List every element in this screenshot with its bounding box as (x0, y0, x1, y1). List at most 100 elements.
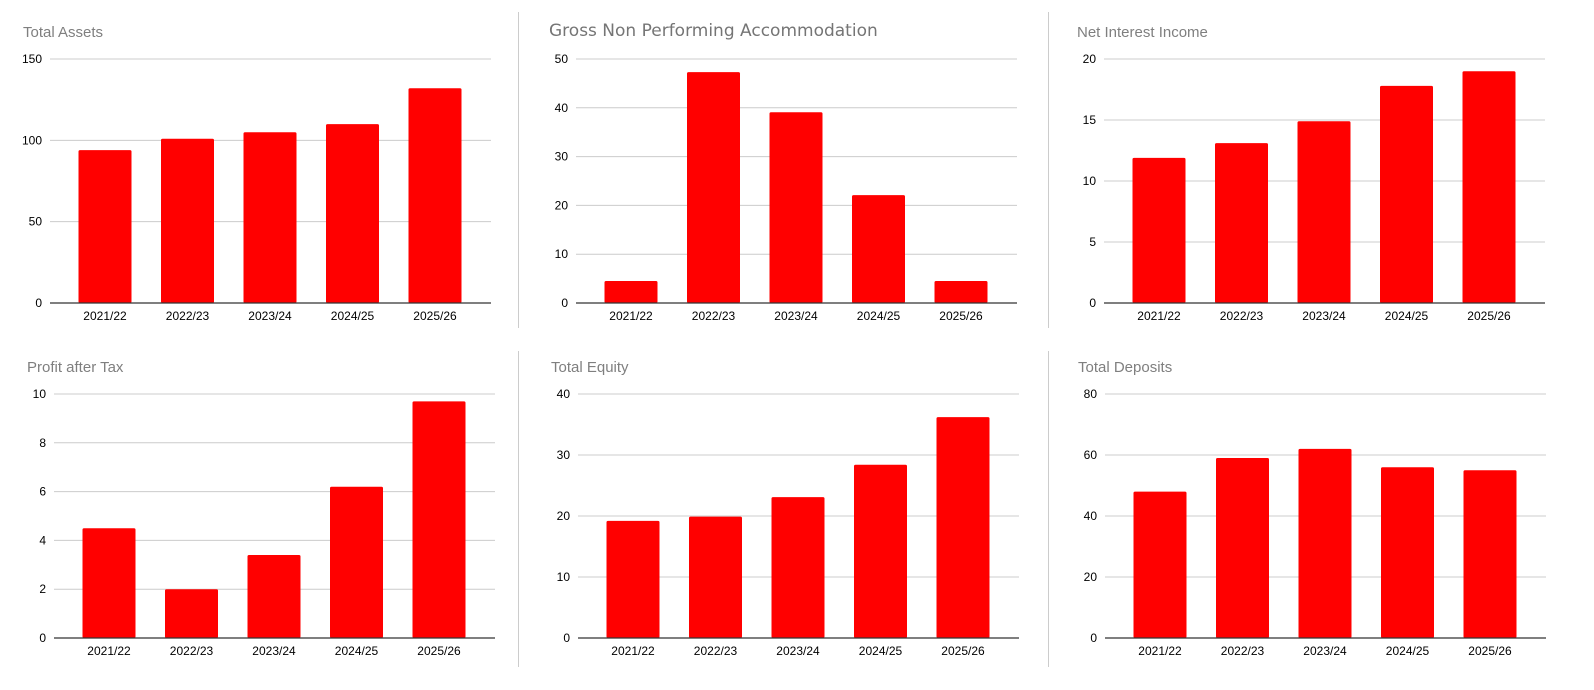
x-tick-label: 2024/25 (1386, 644, 1430, 658)
bar (854, 464, 907, 638)
x-tick-label: 2021/22 (611, 644, 655, 658)
bar (243, 132, 297, 303)
x-tick-label: 2022/23 (1221, 644, 1265, 658)
x-tick-label: 2022/23 (1220, 309, 1264, 323)
y-tick-label: 6 (39, 485, 46, 499)
y-tick-label: 20 (1084, 570, 1098, 584)
bar (1380, 85, 1433, 303)
bar (769, 112, 823, 303)
y-tick-label: 50 (555, 52, 569, 66)
bar (1381, 467, 1434, 638)
column-divider (1048, 351, 1049, 667)
chart-title: Total Equity (551, 359, 629, 376)
bar (1462, 71, 1516, 303)
chart-panel-total-equity: Total Equity 0 10 20 30 40 2021/22 2022/23 2023… (541, 347, 1061, 677)
y-tick-label: 2 (39, 582, 46, 596)
x-tick-label: 2023/24 (248, 309, 292, 323)
y-tick-label: 100 (22, 133, 42, 147)
x-tick-label: 2024/25 (335, 644, 379, 658)
bar (247, 555, 301, 638)
x-tick-label: 2025/26 (941, 644, 985, 658)
y-tick-label: 60 (1084, 448, 1098, 462)
bar (330, 486, 383, 638)
bar (687, 72, 740, 303)
y-tick-label: 80 (1084, 387, 1098, 401)
x-tick-label: 2023/24 (1302, 309, 1346, 323)
bar (165, 589, 218, 638)
y-tick-label: 0 (39, 631, 46, 645)
chart-plot: 0 10 20 30 40 50 2021/22 2022/23 2023/24 2024/25 2… (555, 52, 1017, 323)
x-tick-label: 2025/26 (413, 309, 457, 323)
bar (412, 401, 466, 638)
column-divider (518, 12, 519, 328)
bar (1297, 121, 1351, 303)
y-tick-label: 0 (35, 296, 42, 310)
bar (936, 417, 990, 638)
column-divider (518, 351, 519, 667)
bar (82, 528, 136, 638)
y-tick-label: 30 (557, 448, 571, 462)
bar (604, 281, 658, 303)
chart-plot: 0 50 100 150 2021/22 2022/23 2023/24 2024/25 202… (22, 52, 491, 323)
y-tick-label: 20 (555, 198, 569, 212)
chart-plot: 0 20 40 60 80 2021/22 2022/23 2023/24 2024/25 202… (1084, 387, 1546, 658)
bar (161, 138, 214, 303)
x-tick-label: 2025/26 (417, 644, 461, 658)
column-divider (1048, 12, 1049, 328)
y-tick-label: 15 (1083, 113, 1097, 127)
bar (326, 124, 379, 303)
x-tick-label: 2021/22 (1137, 309, 1181, 323)
y-tick-label: 10 (33, 387, 47, 401)
chart-plot: 0 5 10 15 20 2021/22 2022/23 2023/24 2024/25 2025… (1083, 52, 1545, 323)
y-tick-label: 8 (39, 436, 46, 450)
chart-plot: 0 2 4 6 8 10 2021/22 2022/23 2023/24 2024/25 2025/… (33, 387, 495, 658)
y-tick-label: 20 (1083, 52, 1097, 66)
bar (408, 88, 462, 303)
bar (1133, 491, 1187, 638)
x-tick-label: 2025/26 (1467, 309, 1511, 323)
bar (852, 195, 905, 303)
chart-title: Gross Non Performing Accommodation (549, 21, 878, 41)
bar (1298, 448, 1352, 638)
bar (78, 150, 132, 303)
y-tick-label: 150 (22, 52, 42, 66)
x-tick-label: 2022/23 (692, 309, 736, 323)
y-tick-label: 0 (563, 631, 570, 645)
y-tick-label: 5 (1089, 235, 1096, 249)
x-tick-label: 2024/25 (331, 309, 375, 323)
y-tick-label: 0 (1090, 631, 1097, 645)
x-tick-label: 2021/22 (87, 644, 131, 658)
x-tick-label: 2024/25 (859, 644, 903, 658)
bar (1463, 470, 1517, 638)
x-tick-label: 2023/24 (1303, 644, 1347, 658)
y-tick-label: 40 (557, 387, 571, 401)
bar (1215, 143, 1268, 303)
x-tick-label: 2025/26 (939, 309, 983, 323)
chart-panel-total-deposits: Total Deposits 0 20 40 60 80 2021/22 2022/23 20… (1068, 347, 1588, 677)
chart-title: Net Interest Income (1077, 24, 1208, 41)
y-tick-label: 0 (561, 296, 568, 310)
y-tick-label: 40 (555, 101, 569, 115)
x-tick-label: 2025/26 (1468, 644, 1512, 658)
y-tick-label: 40 (1084, 509, 1098, 523)
y-tick-label: 20 (557, 509, 571, 523)
x-tick-label: 2021/22 (83, 309, 127, 323)
chart-title: Profit after Tax (27, 359, 124, 376)
bar (934, 281, 988, 303)
bar (771, 497, 825, 638)
x-tick-label: 2021/22 (1138, 644, 1182, 658)
chart-panel-gross-npa: Gross Non Performing Accommodation 0 10 20… (539, 12, 1059, 342)
x-tick-label: 2024/25 (1385, 309, 1429, 323)
bar (1132, 157, 1186, 303)
x-tick-label: 2022/23 (166, 309, 210, 323)
x-tick-label: 2023/24 (252, 644, 296, 658)
y-tick-label: 10 (555, 247, 569, 261)
y-tick-label: 30 (555, 150, 569, 164)
y-tick-label: 50 (29, 215, 43, 229)
x-tick-label: 2023/24 (776, 644, 820, 658)
y-tick-label: 4 (39, 533, 46, 547)
y-tick-label: 0 (1089, 296, 1096, 310)
chart-title: Total Deposits (1078, 359, 1173, 376)
chart-panel-total-assets: Total Assets 0 50 100 150 2021/22 2022/23 2023… (13, 12, 533, 342)
chart-panel-net-interest-income: Net Interest Income 0 5 10 15 20 2021/22 2022/… (1067, 12, 1587, 342)
